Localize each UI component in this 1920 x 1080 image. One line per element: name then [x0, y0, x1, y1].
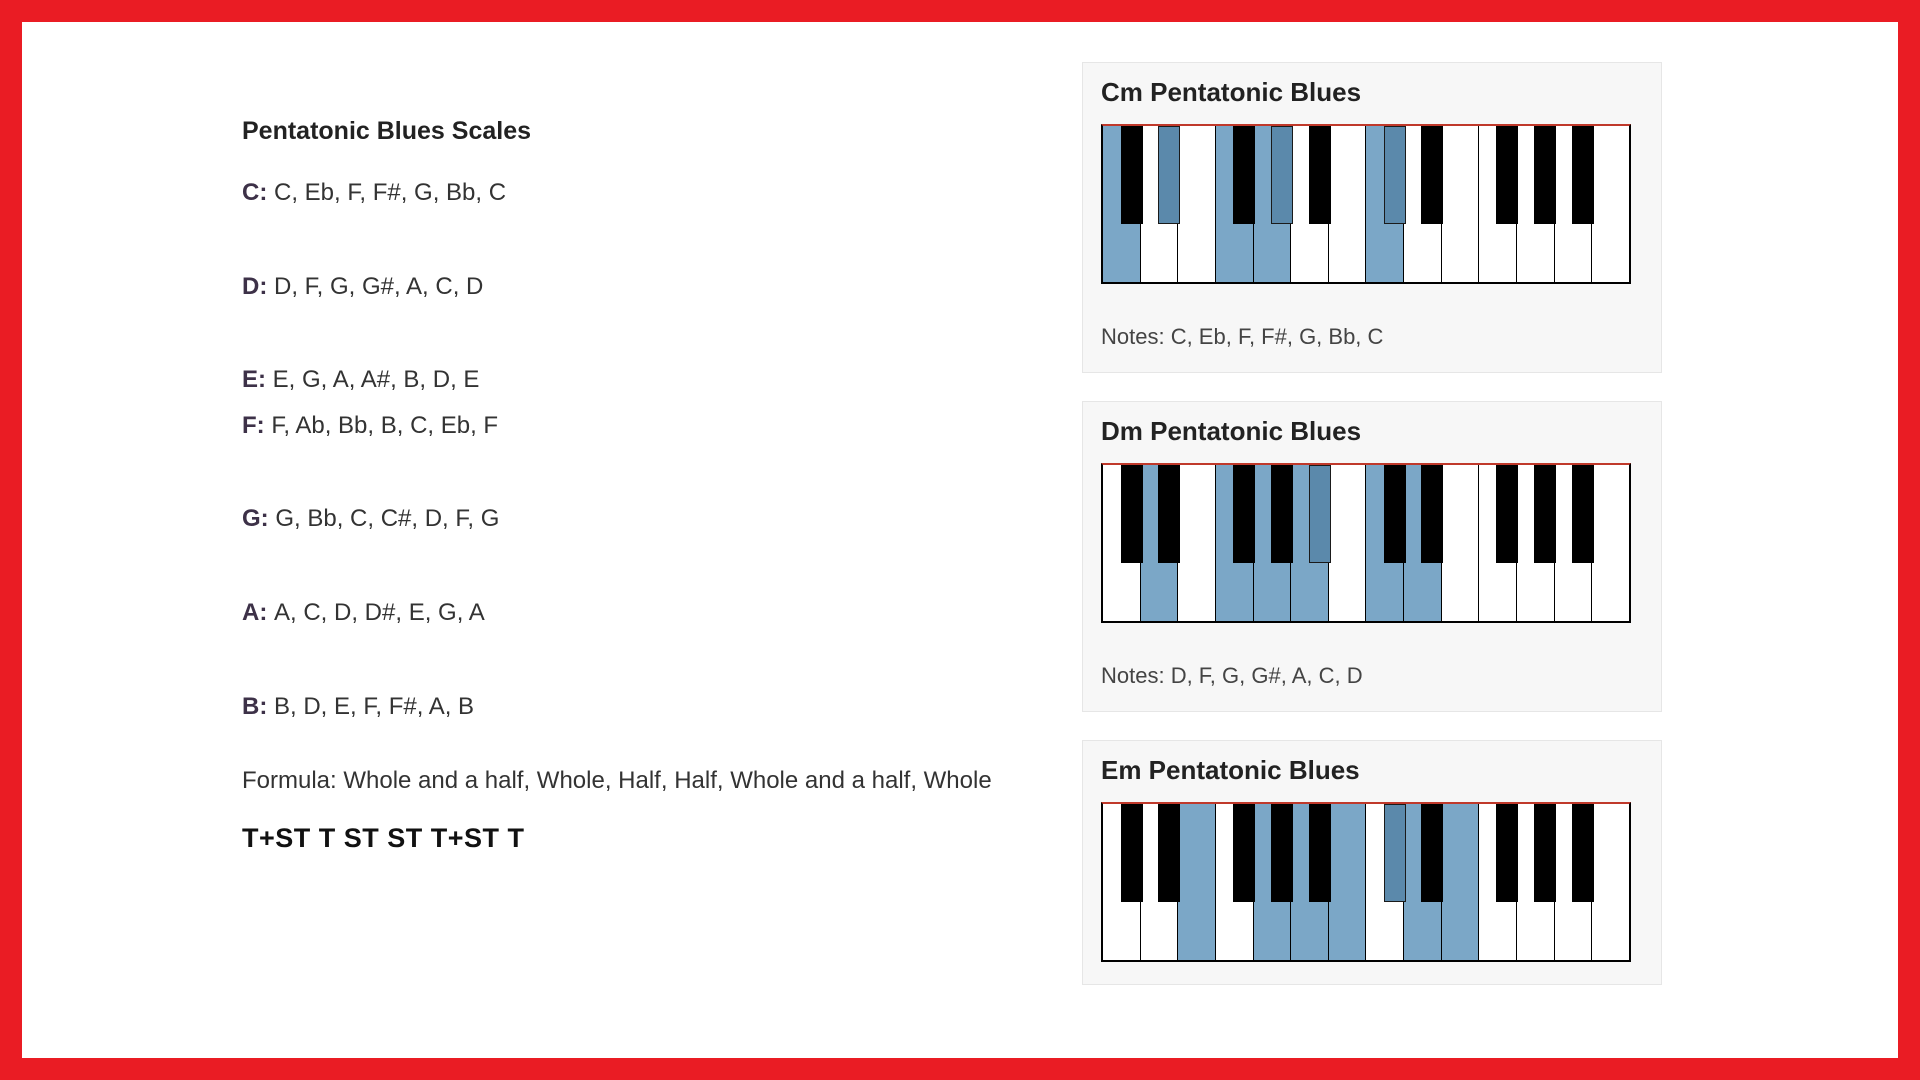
black-key: [1384, 804, 1406, 902]
black-key: [1121, 465, 1143, 563]
black-key: [1534, 465, 1556, 563]
scales-text-column: Pentatonic Blues Scales C: C, Eb, F, F#,…: [242, 62, 1062, 1038]
black-key: [1271, 465, 1293, 563]
black-key: [1421, 465, 1443, 563]
scale-key-label: A:: [242, 599, 274, 626]
formula-long: Formula: Whole and a half, Whole, Half, …: [242, 767, 1062, 795]
scale-notes: F, Ab, Bb, B, C, Eb, F: [271, 412, 498, 439]
scale-key-label: G:: [242, 505, 275, 532]
white-key: [1329, 126, 1367, 282]
white-key: [1178, 804, 1216, 960]
diagram-notes: Notes: C, Eb, F, F#, G, Bb, C: [1101, 324, 1643, 350]
scale-key-label: D:: [242, 273, 274, 300]
diagram-card: Em Pentatonic Blues: [1082, 740, 1662, 985]
diagram-notes: Notes: D, F, G, G#, A, C, D: [1101, 663, 1643, 689]
piano-keyboard: [1101, 802, 1631, 962]
scale-notes: A, C, D, D#, E, G, A: [274, 599, 485, 626]
black-key: [1572, 465, 1594, 563]
scale-key-label: C:: [242, 179, 274, 206]
diagrams-column: Cm Pentatonic Blues Notes: C, Eb, F, F#, …: [1062, 62, 1878, 1038]
black-key: [1496, 126, 1518, 224]
black-key: [1421, 804, 1443, 902]
black-key: [1271, 804, 1293, 902]
formula-short: T+ST T ST ST T+ST T: [242, 823, 1062, 854]
scale-key-label: B:: [242, 693, 274, 720]
diagram-title: Dm Pentatonic Blues: [1101, 416, 1643, 447]
black-key: [1534, 126, 1556, 224]
white-key: [1178, 126, 1216, 282]
scale-row: D: D, F, G, G#, A, C, D: [242, 270, 1062, 304]
black-key: [1496, 465, 1518, 563]
scales-list: C: C, Eb, F, F#, G, Bb, C D: D, F, G, G#,…: [242, 176, 1062, 723]
scale-notes: E, G, A, A#, B, D, E: [273, 366, 480, 393]
black-key: [1121, 126, 1143, 224]
white-key: [1592, 126, 1629, 282]
piano-keyboard: [1101, 124, 1631, 284]
white-key: [1442, 465, 1480, 621]
black-key: [1121, 804, 1143, 902]
scale-row: C: C, Eb, F, F#, G, Bb, C: [242, 176, 1062, 210]
diagram-card: Dm Pentatonic Blues Notes: D, F, G, G#, A…: [1082, 401, 1662, 712]
frame-border: Pentatonic Blues Scales C: C, Eb, F, F#,…: [0, 0, 1920, 1080]
scale-notes: B, D, E, F, F#, A, B: [274, 693, 474, 720]
scale-row: E: E, G, A, A#, B, D, E: [242, 363, 1062, 397]
black-key: [1309, 804, 1331, 902]
scale-row: B: B, D, E, F, F#, A, B: [242, 690, 1062, 724]
white-key: [1329, 465, 1367, 621]
black-key: [1309, 126, 1331, 224]
scale-notes: C, Eb, F, F#, G, Bb, C: [274, 179, 506, 206]
black-key: [1158, 126, 1180, 224]
black-key: [1233, 465, 1255, 563]
black-key: [1421, 126, 1443, 224]
black-key: [1572, 126, 1594, 224]
black-key: [1233, 126, 1255, 224]
diagrams-list: Cm Pentatonic Blues Notes: C, Eb, F, F#, …: [1082, 62, 1878, 985]
scale-key-label: E:: [242, 366, 273, 393]
white-key: [1592, 465, 1629, 621]
black-key: [1384, 126, 1406, 224]
scale-notes: G, Bb, C, C#, D, F, G: [275, 505, 499, 532]
black-key: [1233, 804, 1255, 902]
black-key: [1572, 804, 1594, 902]
black-key: [1309, 465, 1331, 563]
diagram-title: Cm Pentatonic Blues: [1101, 77, 1643, 108]
black-key: [1158, 804, 1180, 902]
white-key: [1592, 804, 1629, 960]
scale-row: G: G, Bb, C, C#, D, F, G: [242, 502, 1062, 536]
section-title: Pentatonic Blues Scales: [242, 117, 1062, 146]
white-key: [1442, 804, 1480, 960]
black-key: [1158, 465, 1180, 563]
black-key: [1271, 126, 1293, 224]
black-key: [1384, 465, 1406, 563]
white-key: [1442, 126, 1480, 282]
scale-key-label: F:: [242, 412, 271, 439]
scale-notes: D, F, G, G#, A, C, D: [274, 273, 483, 300]
scale-row: A: A, C, D, D#, E, G, A: [242, 596, 1062, 630]
diagram-title: Em Pentatonic Blues: [1101, 755, 1643, 786]
white-key: [1178, 465, 1216, 621]
black-key: [1534, 804, 1556, 902]
black-key: [1496, 804, 1518, 902]
piano-keyboard: [1101, 463, 1631, 623]
white-key: [1329, 804, 1367, 960]
scale-row: F: F, Ab, Bb, B, C, Eb, F: [242, 409, 1062, 443]
diagram-card: Cm Pentatonic Blues Notes: C, Eb, F, F#, …: [1082, 62, 1662, 373]
content-panel: Pentatonic Blues Scales C: C, Eb, F, F#,…: [22, 22, 1898, 1058]
